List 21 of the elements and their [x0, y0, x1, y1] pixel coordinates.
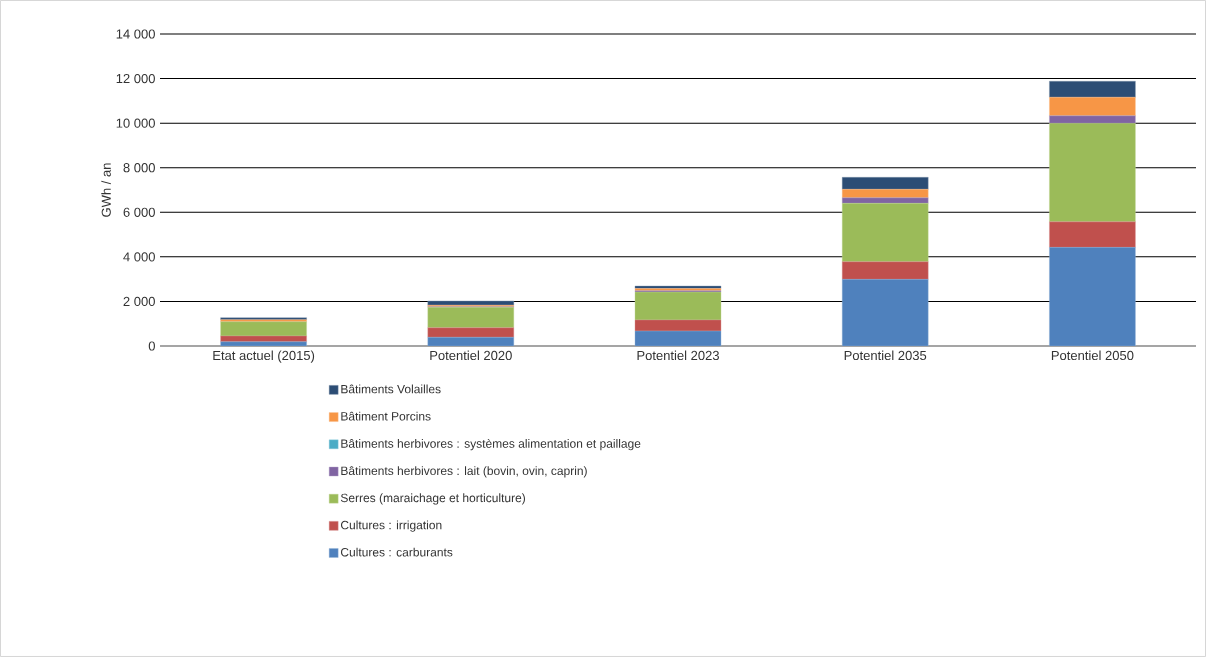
y-tick-label: 0 [148, 341, 155, 351]
y-tick-label: 2 000 [123, 296, 155, 307]
legend-label: Serres (maraichage et horticulture) [340, 493, 525, 505]
x-tick-label: Etat actuel (2015) [213, 350, 315, 363]
y-axis-title: GWh / an [101, 163, 111, 217]
legend-label: Bâtiments Volailles [341, 384, 441, 394]
x-tick-label: Potentiel 2023 [637, 350, 719, 361]
y-tick-label: 8 000 [123, 163, 155, 173]
y-tick-label: 12 000 [116, 73, 155, 84]
x-tick-label: Potentiel 2020 [430, 350, 512, 361]
x-tick-label: Potentiel 2050 [1051, 350, 1134, 361]
legend-label: Bâtiment Porcins [341, 411, 431, 421]
x-tick-label: Potentiel 2035 [844, 350, 927, 361]
y-tick-label: 10 000 [116, 118, 155, 128]
legend-label: Cultures : irrigation [340, 520, 442, 532]
legend-label: Bâtiments herbivores : lait (bovin, ovin, caprin) [341, 466, 587, 478]
y-tick-label: 4 000 [123, 252, 155, 262]
y-tick-label: 14 000 [116, 29, 155, 39]
legend-label: Cultures : carburants [340, 547, 453, 557]
legend-label: Bâtiments herbivores : systèmes alimentation et paillage [341, 438, 641, 451]
y-tick-label: 6 000 [123, 207, 155, 217]
